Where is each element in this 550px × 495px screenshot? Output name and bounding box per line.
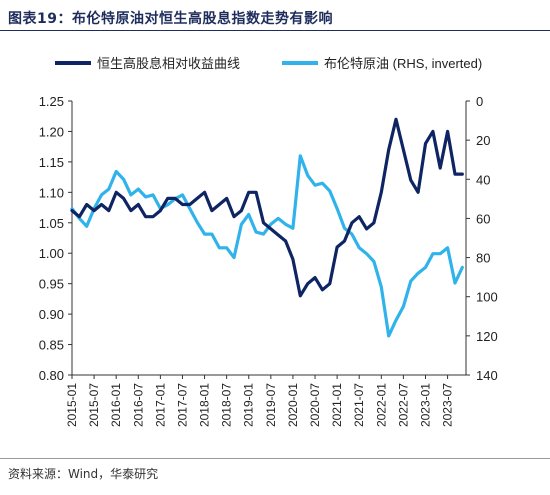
footer-divider: [0, 458, 550, 459]
x-tick-label: 2015-07: [87, 383, 101, 427]
left-tick-label: 0.95: [39, 277, 64, 292]
left-tick-label: 1.25: [39, 94, 64, 109]
source-note: 资料来源：Wind，华泰研究: [8, 467, 159, 481]
x-tick-label: 2021-07: [352, 383, 366, 427]
x-tick-label: 2022-01: [374, 383, 388, 427]
hs-dividend-relative-line: [70, 117, 464, 298]
right-tick-label: 40: [476, 172, 490, 187]
right-tick-label: 0: [476, 94, 483, 109]
x-tick-label: 2019-01: [242, 383, 256, 427]
chart: 恒生高股息相对收益曲线 布伦特原油 (RHS, inverted) 0.800.8…: [39, 56, 498, 427]
right-tick-label: 100: [476, 290, 498, 305]
x-tick-label: 2017-07: [175, 383, 189, 427]
legend-label-hs: 恒生高股息相对收益曲线: [97, 56, 240, 71]
x-tick-label: 2019-07: [264, 383, 278, 427]
x-tick-label: 2020-01: [286, 383, 300, 427]
right-tick-label: 60: [476, 211, 490, 226]
chart-title: 布伦特原油对恒生高股息指数走势有影响: [71, 11, 333, 27]
axes: 0.80 0.85 0.90 0.95 1.00 1.05 1.10 1.15 1.20 1.25…: [39, 94, 498, 427]
right-tick-label: 120: [476, 329, 498, 344]
right-tick-label: 140: [476, 368, 498, 383]
legend: 恒生高股息相对收益曲线 布伦特原油 (RHS, inverted): [55, 56, 482, 71]
right-tick-label: 80: [476, 251, 490, 266]
series-lines: [70, 117, 464, 338]
x-tick-label: 2016-07: [131, 383, 145, 427]
x-tick-label: 2023-07: [441, 383, 455, 427]
x-tick-label: 2021-01: [330, 383, 344, 427]
x-tick-label: 2015-01: [65, 383, 79, 427]
figure-label: 图表19：: [8, 11, 72, 27]
x-tick-label: 2022-07: [396, 383, 410, 427]
right-tick-label: 20: [476, 133, 490, 148]
left-tick-label: 1.15: [39, 155, 64, 170]
title-divider: [0, 30, 550, 31]
x-tick-label: 2018-01: [198, 383, 212, 427]
brent-oil-line: [70, 154, 464, 338]
x-tick-label: 2017-01: [153, 383, 167, 427]
x-tick-label: 2023-01: [418, 383, 432, 427]
left-tick-label: 1.20: [39, 124, 64, 139]
left-tick-label: 1.00: [39, 246, 64, 261]
x-tick-label: 2018-07: [220, 383, 234, 427]
legend-label-brent: 布伦特原油 (RHS, inverted): [324, 56, 482, 71]
left-tick-label: 0.80: [39, 368, 64, 383]
left-tick-label: 1.10: [39, 185, 64, 200]
left-tick-label: 0.90: [39, 307, 64, 322]
figure-title: 图表19：布伦特原油对恒生高股息指数走势有影响: [8, 8, 333, 28]
left-tick-label: 1.05: [39, 216, 64, 231]
x-tick-label: 2016-01: [109, 383, 123, 427]
left-tick-label: 0.85: [39, 338, 64, 353]
x-tick-label: 2020-07: [308, 383, 322, 427]
